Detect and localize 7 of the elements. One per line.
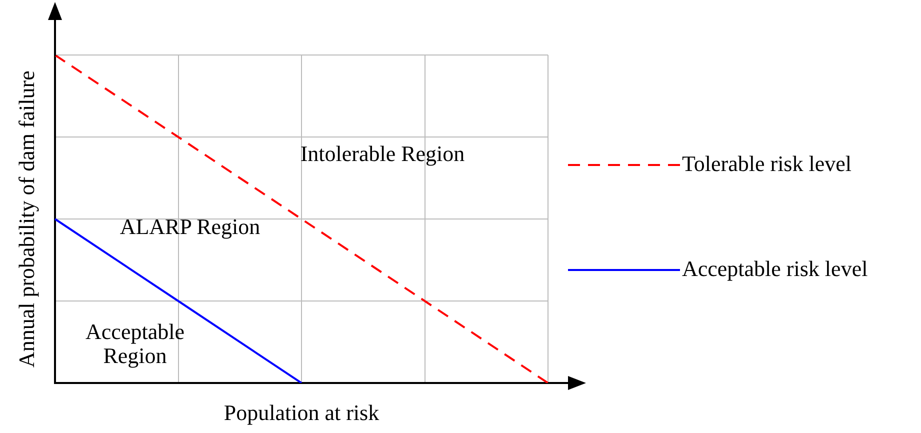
text: Acceptable risk level [682, 256, 868, 282]
y-axis-title: Annual probability of dam failure [14, 70, 40, 370]
annotation: Acceptable Region [84, 319, 186, 368]
annotation: Intolerable Region [299, 141, 466, 166]
annotation: ALARP Region [118, 214, 262, 240]
text: Tolerable risk level [682, 151, 852, 176]
x-axis-title: Population at risk [222, 400, 380, 426]
